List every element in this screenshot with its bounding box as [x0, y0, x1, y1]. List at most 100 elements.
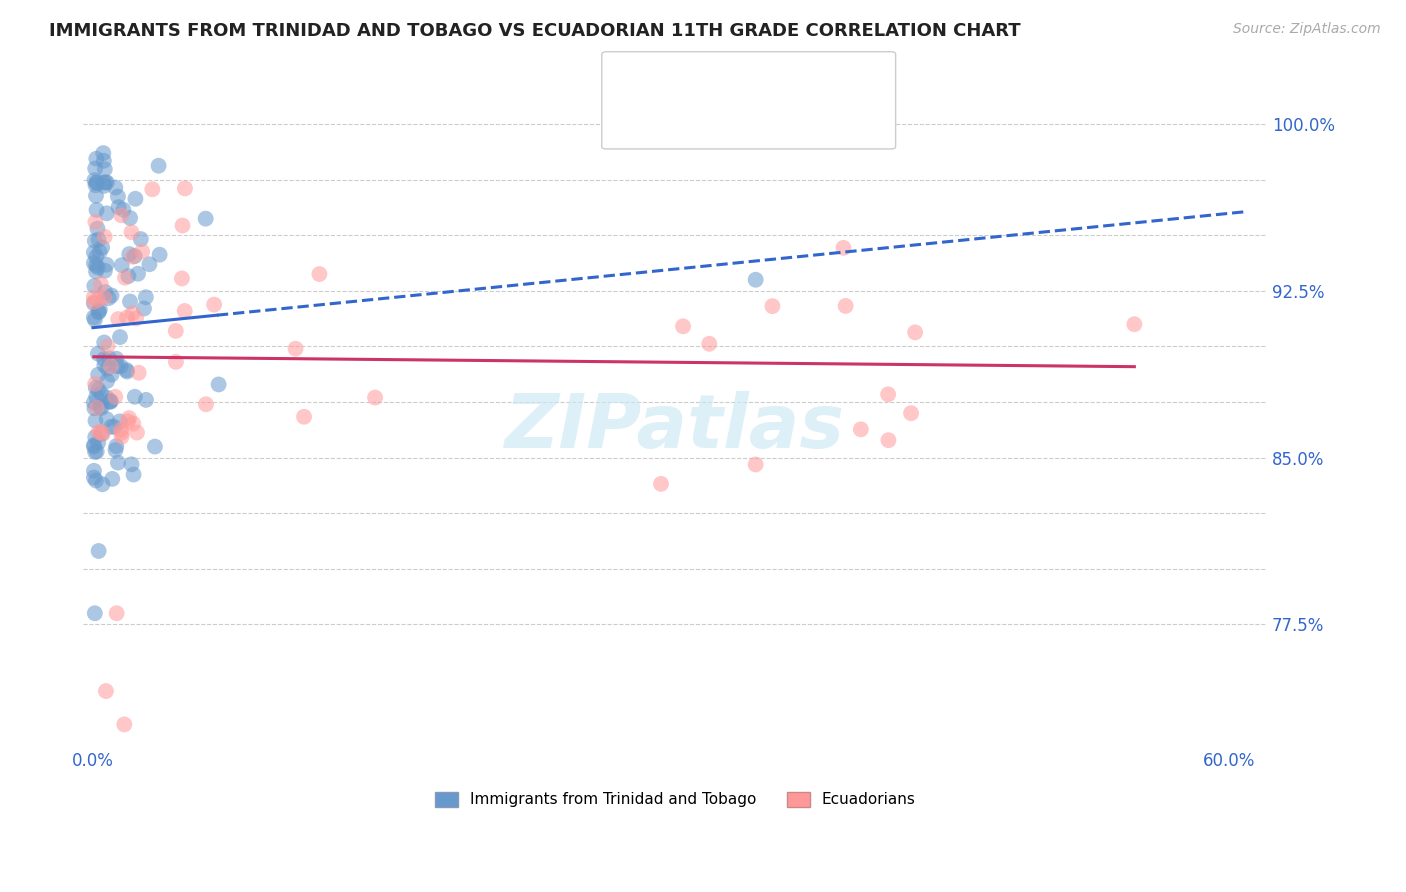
Point — [1123, 317, 1146, 331]
Text: ZIPatlas: ZIPatlas — [505, 392, 845, 465]
Point — [87, 305, 110, 319]
Point — [86, 176, 108, 190]
Point — [834, 299, 856, 313]
Point — [83, 395, 105, 409]
Point — [94, 175, 117, 189]
Point — [650, 476, 672, 491]
Point — [90, 277, 112, 292]
Point — [87, 304, 110, 318]
Point — [93, 176, 115, 190]
Point — [135, 392, 157, 407]
Point — [97, 291, 120, 305]
Point — [121, 250, 143, 264]
Point — [96, 339, 118, 353]
Point — [83, 173, 105, 187]
Text: N =: N = — [733, 113, 780, 131]
Point — [118, 247, 141, 261]
Point — [173, 304, 195, 318]
Point — [292, 409, 315, 424]
Point — [100, 359, 122, 374]
Point — [96, 374, 118, 388]
Point — [86, 444, 108, 458]
Point — [90, 425, 112, 439]
Text: 61: 61 — [782, 113, 803, 131]
Point — [83, 290, 105, 304]
Point — [96, 412, 118, 426]
Point — [83, 234, 105, 248]
Point — [86, 401, 108, 415]
Point — [83, 401, 105, 416]
Point — [83, 606, 105, 620]
Point — [83, 256, 105, 270]
Text: Source: ZipAtlas.com: Source: ZipAtlas.com — [1233, 22, 1381, 37]
Point — [165, 324, 187, 338]
Point — [105, 606, 128, 620]
Point — [877, 434, 900, 448]
Point — [84, 152, 107, 166]
Point — [90, 401, 112, 415]
Point — [744, 273, 766, 287]
Point — [87, 425, 110, 439]
Point — [84, 414, 107, 428]
Point — [84, 178, 107, 193]
Point — [83, 312, 105, 326]
Point — [697, 336, 720, 351]
Point — [127, 267, 149, 281]
Point — [91, 477, 114, 491]
Point — [105, 351, 128, 366]
Point — [128, 366, 150, 380]
Text: -0.326: -0.326 — [688, 113, 741, 131]
Point — [84, 258, 107, 272]
Point — [132, 301, 155, 316]
Point — [114, 270, 136, 285]
Point — [83, 438, 105, 452]
Point — [141, 182, 163, 196]
Point — [121, 225, 143, 239]
Point — [91, 426, 114, 441]
Point — [107, 189, 129, 203]
Point — [83, 279, 105, 293]
Point — [93, 335, 115, 350]
Point — [165, 355, 187, 369]
Point — [98, 351, 121, 366]
Point — [86, 176, 108, 190]
Point — [104, 180, 127, 194]
Point — [83, 464, 105, 478]
Point — [87, 346, 110, 360]
Point — [87, 293, 110, 307]
Point — [94, 684, 117, 698]
Point — [83, 296, 105, 310]
Point — [84, 250, 107, 264]
Point — [172, 219, 194, 233]
Point — [96, 258, 118, 272]
Point — [84, 264, 107, 278]
Point — [86, 202, 108, 217]
Point — [115, 363, 138, 377]
Point — [100, 288, 122, 302]
Point — [83, 245, 105, 260]
Point — [93, 153, 115, 168]
Point — [761, 299, 783, 313]
Point — [900, 406, 922, 420]
Point — [90, 426, 112, 441]
Point — [194, 211, 217, 226]
Legend: Immigrants from Trinidad and Tobago, Ecuadorians: Immigrants from Trinidad and Tobago, Ecu… — [429, 785, 922, 814]
Point — [83, 310, 105, 325]
Point — [143, 440, 166, 454]
Point — [122, 417, 145, 431]
Point — [121, 458, 143, 472]
Point — [112, 202, 135, 217]
Point — [96, 206, 118, 220]
Point — [124, 249, 146, 263]
Point — [877, 387, 900, 401]
Point — [100, 420, 122, 434]
Point — [87, 233, 110, 247]
Point — [101, 472, 124, 486]
Point — [87, 435, 110, 450]
Text: R =: R = — [648, 113, 685, 131]
Point — [115, 365, 138, 379]
Point — [672, 319, 695, 334]
Point — [118, 411, 141, 425]
Text: R =: R = — [648, 78, 685, 95]
Point — [84, 430, 107, 444]
